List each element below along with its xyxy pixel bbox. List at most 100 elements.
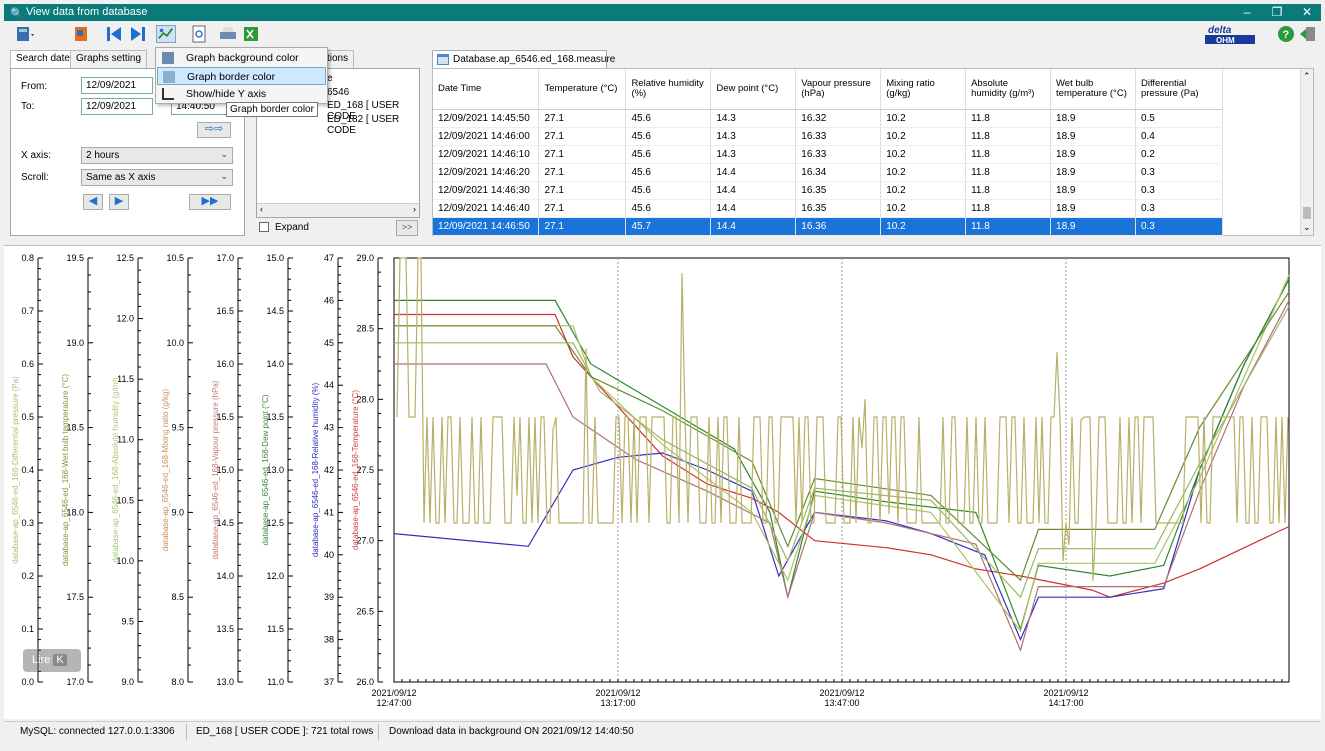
col-header-temperature[interactable]: Temperature (°C) bbox=[538, 69, 627, 110]
menu-item-border-color[interactable]: Graph border color bbox=[157, 67, 326, 85]
last-record-icon[interactable] bbox=[128, 25, 148, 43]
table-cell: 10.2 bbox=[880, 145, 967, 164]
y-tick-label: 13.0 bbox=[216, 677, 234, 687]
status-bar: MySQL: connected 127.0.0.1:3306 ED_168 [… bbox=[4, 721, 1321, 742]
y-tick-label: 16.5 bbox=[216, 306, 234, 316]
scroll-forward-button[interactable]: ▶ bbox=[109, 194, 129, 210]
col-header-relative-humidity[interactable]: Relative humidity (%) bbox=[625, 69, 712, 110]
tab-graphs-setting[interactable]: Graphs setting bbox=[70, 50, 148, 68]
y-tick-label: 26.0 bbox=[356, 677, 374, 687]
maximize-button[interactable]: ❐ bbox=[1271, 5, 1283, 19]
chevron-down-icon: ⌄ bbox=[220, 171, 228, 181]
help-icon[interactable]: ? bbox=[1276, 25, 1296, 43]
col-header-wet-bulb[interactable]: Wet bulb temperature (°C) bbox=[1050, 69, 1136, 110]
y-tick-label: 17.0 bbox=[216, 253, 234, 263]
scroll-back-button[interactable]: ◀ bbox=[83, 194, 103, 210]
y-tick-label: 15.5 bbox=[216, 412, 234, 422]
minimize-button[interactable]: – bbox=[1243, 5, 1251, 19]
expand-label: Expand bbox=[275, 222, 309, 233]
table-cell: 14.3 bbox=[710, 145, 797, 164]
y-tick-label: 45 bbox=[324, 338, 334, 348]
col-header-vapour-pressure[interactable]: Vapour pressure (hPa) bbox=[795, 69, 882, 110]
from-date-field[interactable]: 12/09/2021 bbox=[81, 77, 153, 94]
go-button[interactable]: >> bbox=[396, 220, 418, 236]
y-tick-label: 19.5 bbox=[66, 253, 84, 263]
y-tick-label: 37 bbox=[324, 677, 334, 687]
y-axis-label: database-ap_6546-ed_168-Relative humidit… bbox=[311, 383, 320, 558]
graph-area: 0.8 0.7 0.6 0.5 0.4 0.3 0.2 0.1 0.0 database-ap_6… bbox=[4, 245, 1321, 719]
palette-icon bbox=[162, 52, 174, 64]
table-row[interactable]: 12/09/2021 14:46:30 27.1 45.6 14.4 16.35 10.2… bbox=[433, 181, 1224, 200]
y-tick-label: 38 bbox=[324, 635, 334, 645]
table-cell: 14.4 bbox=[710, 181, 797, 200]
status-mysql: MySQL: connected 127.0.0.1:3306 bbox=[20, 726, 175, 737]
table-cell: 18.9 bbox=[1050, 163, 1136, 182]
horizontal-scrollbar[interactable]: ‹ › bbox=[257, 203, 419, 217]
table-row[interactable]: 12/09/2021 14:45:50 27.1 45.6 14.3 16.32 10.2… bbox=[433, 109, 1224, 128]
apply-dates-button[interactable]: ⇨⇨ bbox=[197, 122, 231, 138]
scroll-end-button[interactable]: ▶▶ bbox=[189, 194, 231, 210]
col-header-dew-point[interactable]: Dew point (°C) bbox=[710, 69, 797, 110]
y-axis-label: database-ap_6546-ed_168-Vapour pressure … bbox=[211, 380, 220, 559]
tree-item-ed168[interactable]: ED_168 [ USER CODE bbox=[327, 100, 400, 122]
x-axis-select[interactable]: 2 hours ⌄ bbox=[81, 147, 233, 164]
table-cell: 14.3 bbox=[710, 109, 797, 128]
table-cell: 12/09/2021 14:46:30 bbox=[433, 181, 540, 200]
table-row[interactable]: 12/09/2021 14:46:10 27.1 45.6 14.3 16.33 10.2… bbox=[433, 145, 1224, 164]
table-cell: 27.1 bbox=[538, 217, 627, 236]
table-row[interactable]: 12/09/2021 14:46:40 27.1 45.6 14.4 16.35 10.2… bbox=[433, 199, 1224, 218]
scroll-label: Scroll: bbox=[21, 172, 49, 183]
close-button[interactable]: ✕ bbox=[1301, 5, 1313, 19]
window-title: View data from database bbox=[26, 6, 148, 18]
col-header-mixing-ratio[interactable]: Mixing ratio (g/kg) bbox=[880, 69, 967, 110]
y-tick-label: 26.5 bbox=[356, 606, 374, 616]
graph-settings-icon[interactable] bbox=[156, 25, 176, 43]
expand-checkbox[interactable] bbox=[259, 222, 269, 232]
read-overlay-button[interactable]: Lire K bbox=[23, 649, 81, 672]
table-row[interactable]: 12/09/2021 14:46:00 27.1 45.6 14.3 16.33 10.2… bbox=[433, 127, 1224, 146]
col-header-differential-pressure[interactable]: Differential pressure (Pa) bbox=[1135, 69, 1224, 110]
table-cell: 14.4 bbox=[710, 163, 797, 182]
col-header-absolute-humidity[interactable]: Absolute humidity (g/m³) bbox=[965, 69, 1052, 110]
tab-search-date[interactable]: Search date bbox=[10, 50, 76, 68]
excel-export-icon[interactable] bbox=[242, 25, 262, 43]
table-cell: 0.4 bbox=[1135, 127, 1224, 146]
table-cell: 0.3 bbox=[1135, 181, 1224, 200]
table-cell: 45.6 bbox=[625, 145, 712, 164]
series-line bbox=[394, 291, 1290, 582]
table-cell: 16.36 bbox=[795, 217, 882, 236]
exit-icon[interactable] bbox=[1298, 25, 1318, 43]
y-axis-label: database-ap_6546-ed_168-Mixing ratio (g/… bbox=[161, 389, 170, 552]
menu-item-show-hide-y[interactable]: Show/hide Y axis bbox=[157, 85, 326, 103]
x-tick-label: 12:47:00 bbox=[376, 698, 411, 708]
table-cell: 14.4 bbox=[710, 199, 797, 218]
table-row[interactable]: 12/09/2021 14:46:50 27.1 45.7 14.4 16.36 10.2… bbox=[433, 217, 1224, 236]
y-tick-label: 10.5 bbox=[116, 495, 134, 505]
data-table: Date Time Temperature (°C) Relative humi… bbox=[432, 68, 1314, 236]
first-record-icon[interactable] bbox=[104, 25, 124, 43]
y-tick-label: 12.5 bbox=[266, 518, 284, 528]
vertical-scrollbar[interactable]: ⌃ ⌄ bbox=[1300, 69, 1313, 235]
y-tick-label: 13.5 bbox=[266, 412, 284, 422]
zoom-icon[interactable] bbox=[190, 25, 210, 43]
tree-item-ed182[interactable]: ED_182 [ USER CODE bbox=[327, 114, 400, 136]
scroll-select[interactable]: Same as X axis ⌄ bbox=[81, 169, 233, 186]
tab-database-measure[interactable]: Database.ap_6546.ed_168.measure bbox=[432, 50, 615, 68]
y-tick-label: 14.0 bbox=[216, 571, 234, 581]
table-cell: 12/09/2021 14:46:20 bbox=[433, 163, 540, 182]
col-header-datetime[interactable]: Date Time bbox=[433, 69, 540, 110]
tree-item[interactable]: 6546 bbox=[327, 87, 350, 98]
table-row[interactable]: 12/09/2021 14:46:20 27.1 45.6 14.4 16.34 10.2… bbox=[433, 163, 1224, 182]
from-label: From: bbox=[21, 81, 48, 92]
database-icon[interactable] bbox=[14, 25, 34, 43]
to-date-field[interactable]: 12/09/2021 bbox=[81, 98, 153, 115]
export-icon[interactable] bbox=[72, 25, 92, 43]
tree-item[interactable]: e bbox=[327, 73, 333, 84]
table-cell: 18.9 bbox=[1050, 199, 1136, 218]
multi-axis-chart[interactable]: 0.8 0.7 0.6 0.5 0.4 0.3 0.2 0.1 0.0 database-ap_6… bbox=[4, 246, 1321, 720]
menu-item-background-color[interactable]: Graph background color bbox=[157, 49, 326, 67]
y-tick-label: 0.5 bbox=[21, 412, 34, 422]
print-icon[interactable] bbox=[218, 25, 238, 43]
x-axis-value: 2 hours bbox=[86, 150, 120, 161]
